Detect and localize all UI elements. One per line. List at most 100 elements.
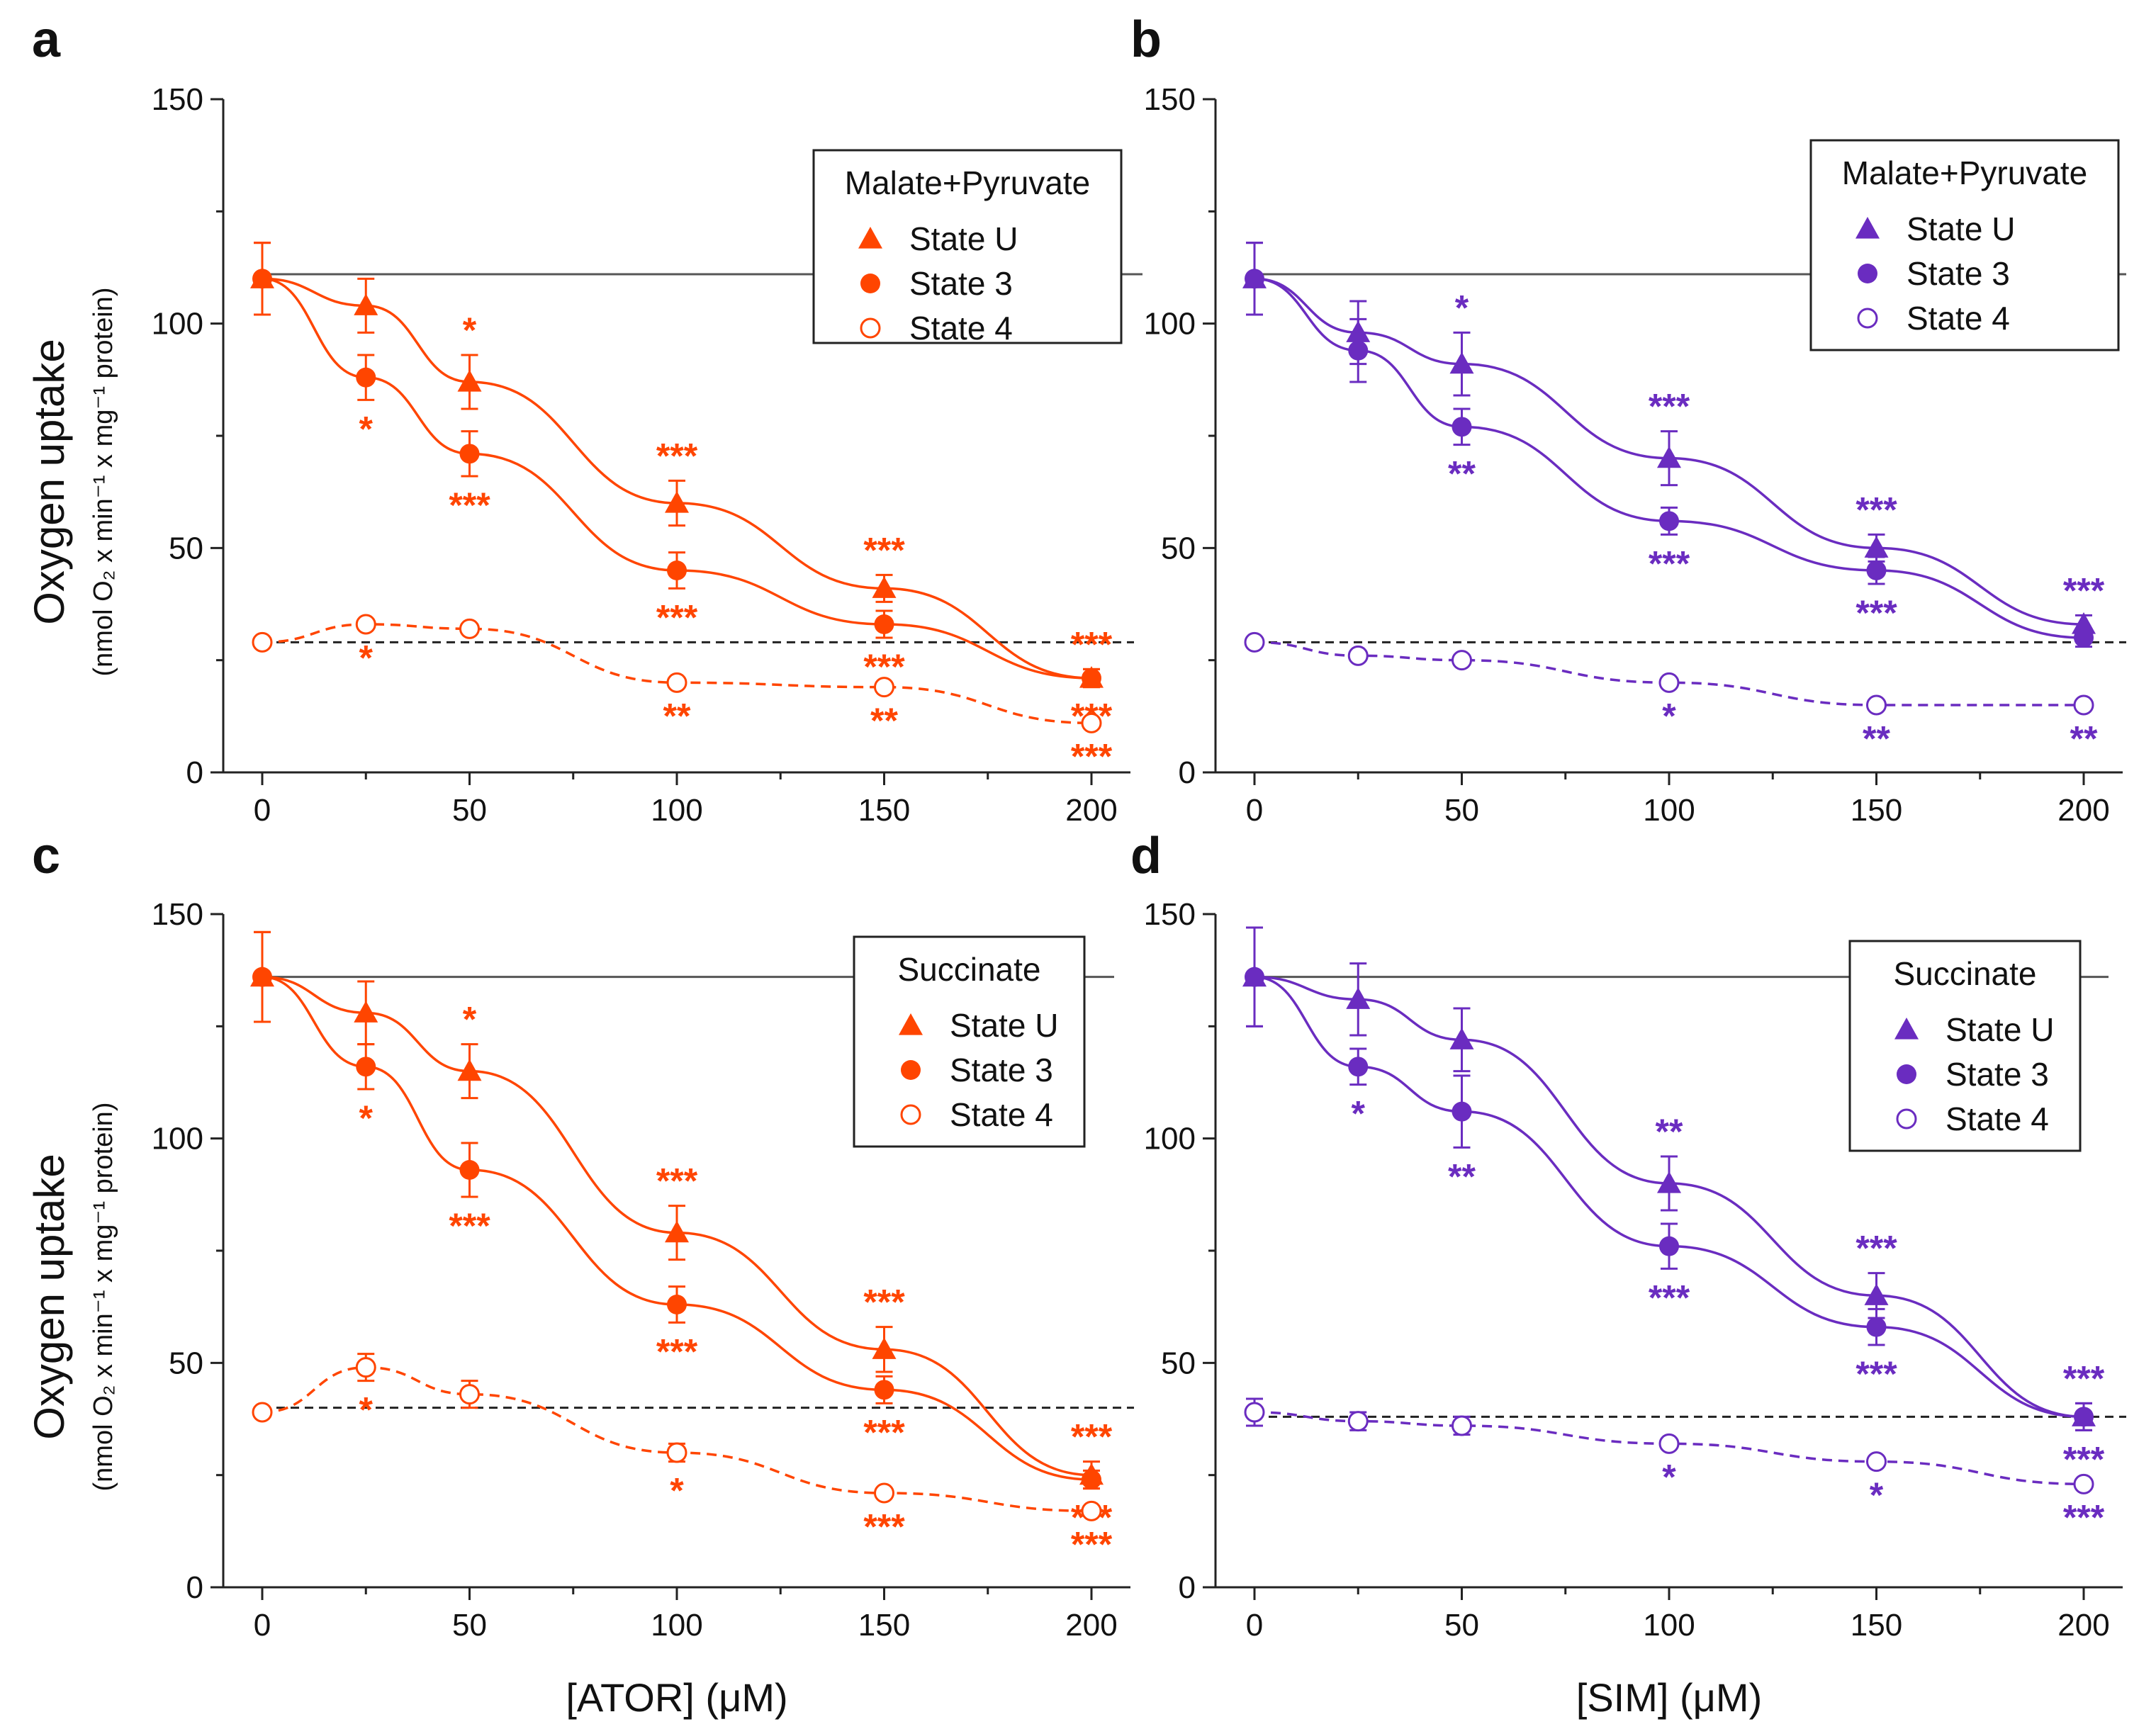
significance-stars: * xyxy=(463,1000,477,1040)
data-point-circle xyxy=(356,367,376,388)
data-point-circle xyxy=(874,1380,894,1400)
data-point-open-circle xyxy=(874,1482,894,1504)
legend-title: Malate+Pyruvate xyxy=(845,164,1090,201)
legend-label: State 3 xyxy=(1907,255,2010,292)
significance-stars: *** xyxy=(1071,737,1113,777)
legend-marker-open-circle xyxy=(860,317,881,339)
legend-label: State 3 xyxy=(950,1052,1053,1088)
data-point-open-circle xyxy=(1347,1411,1369,1432)
significance-stars: ** xyxy=(1448,1156,1476,1196)
data-point-circle xyxy=(667,561,687,580)
x-tick-label: 150 xyxy=(1851,1608,1902,1643)
significance-stars: ** xyxy=(1448,454,1476,494)
panel-letter: b xyxy=(1130,11,1162,68)
x-tick-label: 100 xyxy=(651,1608,702,1643)
data-point-triangle xyxy=(457,370,482,392)
data-point-open-circle xyxy=(355,1357,376,1378)
data-point-circle xyxy=(1866,1317,1887,1337)
significance-stars: *** xyxy=(863,1412,905,1452)
data-point-triangle xyxy=(354,293,378,315)
panel-letter: a xyxy=(32,11,61,68)
y-tick-label: 50 xyxy=(1161,531,1196,565)
data-point-triangle xyxy=(665,491,689,513)
x-tick-label: 50 xyxy=(1444,1608,1479,1643)
legend-box xyxy=(1848,940,2082,1152)
y-tick-label: 100 xyxy=(1144,1122,1196,1156)
significance-stars: *** xyxy=(449,1206,490,1246)
significance-stars: * xyxy=(359,1098,374,1138)
data-point-circle xyxy=(1866,561,1887,580)
significance-stars: *** xyxy=(2063,1358,2105,1398)
y-tick-label: 50 xyxy=(1161,1346,1196,1380)
significance-stars: *** xyxy=(1855,490,1897,529)
data-point-open-circle xyxy=(1866,694,1887,716)
data-point-circle xyxy=(1659,511,1679,531)
data-point-circle xyxy=(252,269,272,289)
data-point-triangle xyxy=(354,1001,378,1023)
y-tick-label: 0 xyxy=(186,1570,203,1605)
x-tick-label: 200 xyxy=(2057,793,2109,828)
significance-stars: ** xyxy=(1656,1112,1683,1151)
x-tick-label: 100 xyxy=(1643,1608,1695,1643)
significance-stars: *** xyxy=(2063,570,2105,610)
x-tick-label: 0 xyxy=(254,1608,271,1643)
significance-stars: *** xyxy=(449,485,490,525)
significance-stars: *** xyxy=(1071,1525,1113,1565)
significance-stars: *** xyxy=(2063,1498,2105,1538)
data-point-open-circle xyxy=(1452,1415,1472,1436)
y-tick-label: 0 xyxy=(186,755,203,790)
data-point-open-circle xyxy=(1244,631,1265,653)
significance-stars: * xyxy=(1455,288,1469,327)
legend-label: State U xyxy=(1946,1011,2054,1048)
data-point-circle xyxy=(252,967,272,987)
data-point-circle xyxy=(1245,967,1264,987)
data-point-open-circle xyxy=(666,672,687,693)
x-axis-label: [SIM] (μM) xyxy=(1576,1675,1762,1720)
significance-stars: ** xyxy=(2070,719,2098,758)
significance-stars: * xyxy=(359,638,374,677)
data-point-circle xyxy=(1452,417,1472,437)
y-tick-label: 150 xyxy=(1144,82,1196,117)
data-point-open-circle xyxy=(252,1402,273,1423)
data-point-circle xyxy=(459,444,480,464)
legend-label: State 4 xyxy=(909,310,1013,347)
x-tick-label: 100 xyxy=(651,793,702,828)
x-tick-label: 50 xyxy=(452,1608,487,1643)
data-point-open-circle xyxy=(2073,1473,2094,1494)
data-point-open-circle xyxy=(1658,672,1680,693)
data-point-circle xyxy=(1348,1057,1369,1077)
data-point-circle xyxy=(1245,269,1264,289)
legend-label: State 4 xyxy=(1946,1100,2049,1137)
data-point-open-circle xyxy=(1081,1500,1102,1521)
significance-stars: *** xyxy=(1855,1354,1897,1394)
significance-stars: *** xyxy=(1071,624,1113,664)
legend-label: State U xyxy=(1907,210,2015,247)
x-tick-label: 50 xyxy=(1444,793,1479,828)
significance-stars: * xyxy=(359,409,374,449)
significance-stars: *** xyxy=(863,1506,905,1546)
data-point-circle xyxy=(1452,1101,1472,1122)
x-tick-label: 150 xyxy=(1851,793,1902,828)
significance-stars: ** xyxy=(663,697,691,736)
legend-title: Succinate xyxy=(1893,955,2036,992)
data-point-circle xyxy=(2074,628,2094,648)
legend-title: Malate+Pyruvate xyxy=(1842,154,2087,191)
x-tick-label: 150 xyxy=(858,1608,910,1643)
data-point-open-circle xyxy=(2073,694,2094,716)
data-point-circle xyxy=(1659,1236,1679,1256)
data-point-circle xyxy=(2074,1407,2094,1427)
y-tick-label: 50 xyxy=(169,1346,203,1380)
data-point-open-circle xyxy=(666,1442,687,1463)
x-axis-label: [ATOR] (μM) xyxy=(566,1675,787,1720)
panel-letter: c xyxy=(32,828,60,884)
x-tick-label: 0 xyxy=(1246,1608,1263,1643)
legend-marker-circle xyxy=(860,274,880,293)
x-tick-label: 0 xyxy=(254,793,271,828)
y-axis-label-bottom: Oxygen uptake xyxy=(26,1154,73,1440)
data-point-circle xyxy=(1082,1470,1101,1489)
significance-stars: *** xyxy=(1855,1229,1897,1268)
legend-marker-open-circle xyxy=(1896,1108,1917,1130)
